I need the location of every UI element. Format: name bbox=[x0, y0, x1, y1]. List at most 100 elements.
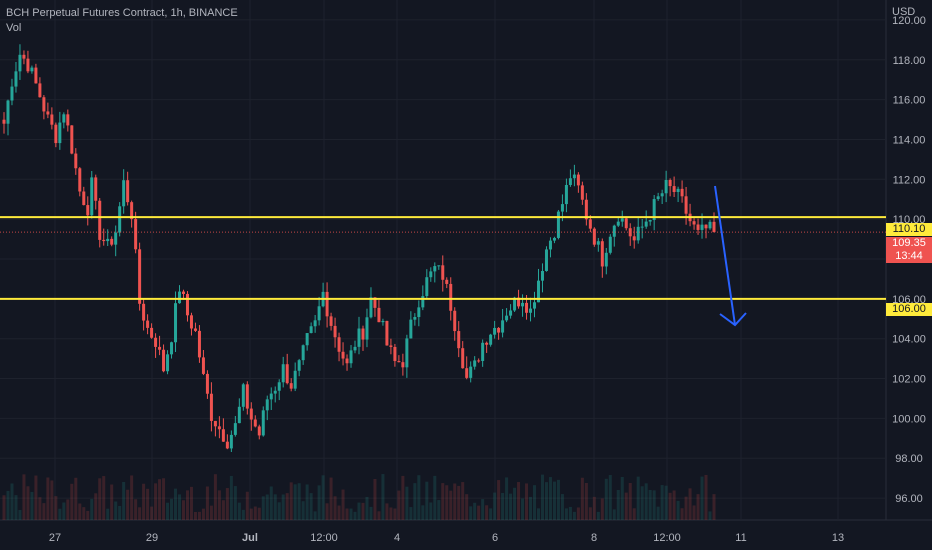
candle-body bbox=[166, 354, 170, 372]
candle-body bbox=[102, 239, 106, 242]
candle-body bbox=[461, 348, 465, 369]
candle-body bbox=[225, 441, 229, 449]
candle-body bbox=[162, 349, 166, 372]
volume-bar bbox=[102, 476, 106, 520]
candle-body bbox=[18, 54, 22, 72]
volume-bar bbox=[253, 506, 257, 520]
candle-body bbox=[70, 125, 74, 154]
volume-bar bbox=[78, 503, 82, 520]
volume-bar bbox=[369, 506, 373, 520]
volume-bar bbox=[385, 503, 389, 520]
candle-body bbox=[413, 317, 417, 320]
volume-bar bbox=[122, 481, 126, 520]
candle-body bbox=[205, 373, 209, 394]
volume-bar bbox=[2, 495, 6, 520]
candle-body bbox=[624, 218, 628, 229]
volume-bar bbox=[692, 505, 696, 520]
volume-bar bbox=[277, 502, 281, 520]
time-tick-label: 29 bbox=[146, 532, 158, 544]
price-tick-label: 118.00 bbox=[893, 55, 926, 67]
candle-body bbox=[409, 319, 413, 339]
candle-body bbox=[517, 297, 521, 307]
price-tick-label: 106.00 bbox=[892, 294, 926, 306]
volume-bar bbox=[652, 490, 656, 520]
volume-bar bbox=[281, 494, 285, 520]
bar-countdown: 13:44 bbox=[895, 250, 923, 262]
volume-bar bbox=[229, 475, 233, 520]
volume-bar bbox=[421, 505, 425, 520]
candle-body bbox=[257, 426, 261, 436]
volume-bar bbox=[150, 506, 154, 520]
candle-body bbox=[201, 357, 205, 374]
price-tick-label: 102.00 bbox=[892, 374, 926, 386]
arrow-shaft bbox=[714, 185, 736, 326]
candle-body bbox=[497, 327, 501, 333]
time-axis: 27 29 Jul 12:00 4 6 8 12:00 11 13 bbox=[49, 532, 844, 544]
candle-body bbox=[357, 328, 361, 347]
candle-body bbox=[568, 178, 572, 185]
candle-body bbox=[313, 320, 317, 327]
resistance-price-tag: 110.10 bbox=[886, 223, 932, 236]
price-tick-label: 120.00 bbox=[892, 15, 926, 27]
price-tick-label: 96.00 bbox=[895, 493, 923, 505]
candle-body bbox=[42, 97, 46, 112]
volume-bar bbox=[688, 488, 692, 520]
candle-body bbox=[473, 360, 477, 367]
volume-indicator-label[interactable]: Vol bbox=[6, 22, 22, 34]
volume-bar bbox=[341, 489, 345, 520]
candle-body bbox=[536, 280, 540, 303]
volume-bar bbox=[644, 483, 648, 520]
candle-body bbox=[664, 179, 668, 194]
candle-body bbox=[505, 315, 509, 321]
currency-label[interactable]: USD bbox=[892, 6, 916, 18]
time-tick-label: 13 bbox=[832, 532, 844, 544]
volume-bar bbox=[648, 489, 652, 520]
candle-body bbox=[501, 320, 505, 333]
candle-body bbox=[680, 188, 684, 197]
volume-bar bbox=[544, 482, 548, 520]
symbol-title[interactable]: BCH Perpetual Futures Contract, 1h, BINA… bbox=[6, 7, 238, 19]
candle-body bbox=[521, 302, 525, 307]
candle-body bbox=[181, 291, 185, 294]
candle-body bbox=[333, 325, 337, 338]
candle-body bbox=[118, 206, 122, 233]
volume-bar bbox=[712, 494, 716, 520]
volume-bar bbox=[529, 496, 533, 520]
volume-bar bbox=[401, 475, 405, 520]
candle-body bbox=[401, 362, 405, 368]
volume-bar bbox=[221, 500, 225, 520]
volume-bar bbox=[584, 482, 588, 520]
candle-body bbox=[58, 122, 62, 144]
volume-bar bbox=[142, 483, 146, 520]
candle-body bbox=[588, 219, 592, 229]
support-price-tag: 106.00 bbox=[886, 303, 932, 316]
candle-body bbox=[90, 177, 94, 216]
volume-bar bbox=[249, 508, 253, 520]
volume-bar bbox=[205, 486, 209, 520]
volume-bar bbox=[704, 474, 708, 520]
volume-bar bbox=[329, 477, 333, 520]
candle-body bbox=[361, 328, 365, 340]
candle-body bbox=[373, 297, 377, 308]
candle-body bbox=[449, 283, 453, 311]
candle-body bbox=[377, 307, 381, 323]
candle-body bbox=[2, 119, 6, 124]
candle-body bbox=[421, 296, 425, 308]
volume-bar bbox=[301, 501, 305, 520]
volume-bar bbox=[209, 505, 213, 520]
volume-bar bbox=[66, 499, 70, 520]
volume-bar bbox=[241, 509, 245, 520]
candle-body bbox=[229, 434, 233, 449]
time-tick-label: 8 bbox=[591, 532, 597, 544]
candle-body bbox=[134, 219, 138, 250]
candle-body bbox=[604, 252, 608, 267]
volume-bar bbox=[34, 475, 38, 520]
candle-body bbox=[608, 236, 612, 253]
volume-bar bbox=[457, 485, 461, 520]
candle-body bbox=[381, 320, 385, 323]
price-tick-label: 114.00 bbox=[893, 134, 926, 146]
candle-body bbox=[249, 408, 253, 420]
candle-body bbox=[237, 406, 241, 424]
volume-bar bbox=[82, 507, 86, 520]
